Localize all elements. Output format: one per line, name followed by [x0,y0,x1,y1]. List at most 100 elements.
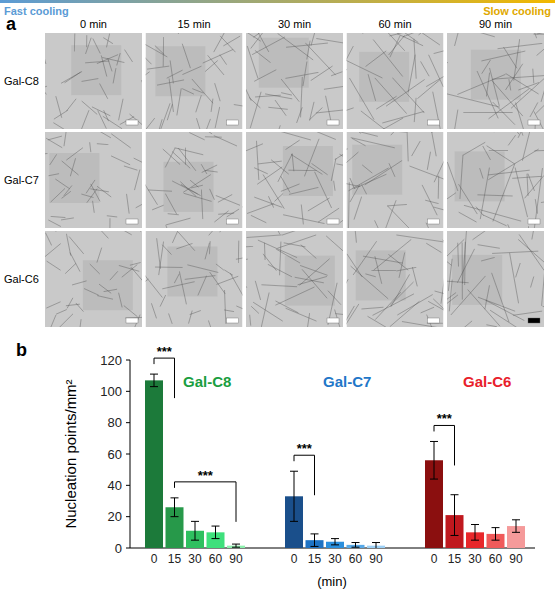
micrograph [347,231,444,327]
micrograph-bg [447,33,544,129]
fiber [292,154,294,172]
scale-bar [428,219,440,224]
fiber [185,148,186,165]
fiber [147,66,169,69]
error-bar [495,528,496,541]
fiber [220,55,227,65]
row-label: Gal-C8 [4,75,39,87]
fiber [389,35,405,55]
fiber [187,265,218,273]
fiber [433,207,443,219]
fiber [513,311,542,315]
fiber [286,140,300,149]
fiber [489,150,508,151]
fiber [216,276,238,284]
fiber [281,79,299,102]
fiber [250,92,261,128]
fiber [509,132,523,136]
micrograph [45,132,142,228]
fiber [136,201,142,208]
fiber [160,295,166,307]
fiber [253,302,283,321]
fiber [61,218,74,220]
fiber [146,272,163,297]
fiber [281,93,292,95]
fiber [164,33,179,34]
error-cap [512,519,520,520]
shade [155,46,205,96]
fiber [263,254,276,271]
fiber [278,154,292,182]
fiber [541,71,544,102]
error-bar [516,520,517,533]
fiber [414,98,416,122]
fiber [486,132,519,134]
fiber [172,231,179,243]
fiber [247,46,258,79]
micrograph [45,33,142,129]
fiber [286,43,328,47]
micrograph [146,231,243,327]
fiber [223,36,240,46]
fiber [304,139,319,177]
fiber [399,252,405,277]
fiber [395,132,432,133]
fiber [54,110,68,119]
micrograph-bg [45,33,142,129]
micrograph [347,132,444,228]
fiber [277,235,316,248]
fiber [508,135,515,145]
fiber [281,184,300,191]
fiber [134,158,142,163]
fiber [70,253,80,272]
fiber [485,285,490,309]
fiber [348,182,350,228]
fiber [417,80,439,99]
fiber [275,301,298,313]
fiber [166,218,191,225]
fiber [442,240,443,264]
scale-bar [327,318,339,323]
fiber [97,296,113,300]
fiber [185,276,216,280]
fiber [90,142,91,152]
fiber [45,244,61,259]
fiber [306,313,310,327]
fiber [230,273,242,303]
fiber [492,251,538,253]
panel-letter: a [6,14,17,34]
fiber [516,263,521,277]
fiber [200,119,210,129]
fiber [70,158,75,176]
fiber [189,311,193,324]
error-cap [212,526,220,527]
x-tick-label: 0 [151,552,158,566]
fiber [298,132,336,139]
micrograph [146,33,243,129]
fiber [438,176,440,199]
y-tick-label: 20 [108,509,122,524]
fiber [486,325,497,327]
fiber [196,95,202,112]
fiber [146,40,168,57]
x-tick-label: 30 [188,552,202,566]
error-cap [352,547,360,548]
fiber [422,185,437,215]
fiber [134,170,139,191]
column-head: 90 min [479,18,512,30]
fiber [210,189,215,200]
fiber [209,241,211,254]
fiber [97,55,118,64]
fiber [390,36,400,58]
y-tick [126,485,130,486]
fiber [182,44,190,68]
error-cap [492,527,500,528]
fiber [190,180,198,187]
fiber [236,254,243,260]
fiber [542,306,544,310]
fiber [106,34,109,48]
fiber [426,243,441,252]
fiber [86,180,95,193]
fiber [509,79,511,90]
micrograph-bg [246,33,343,129]
